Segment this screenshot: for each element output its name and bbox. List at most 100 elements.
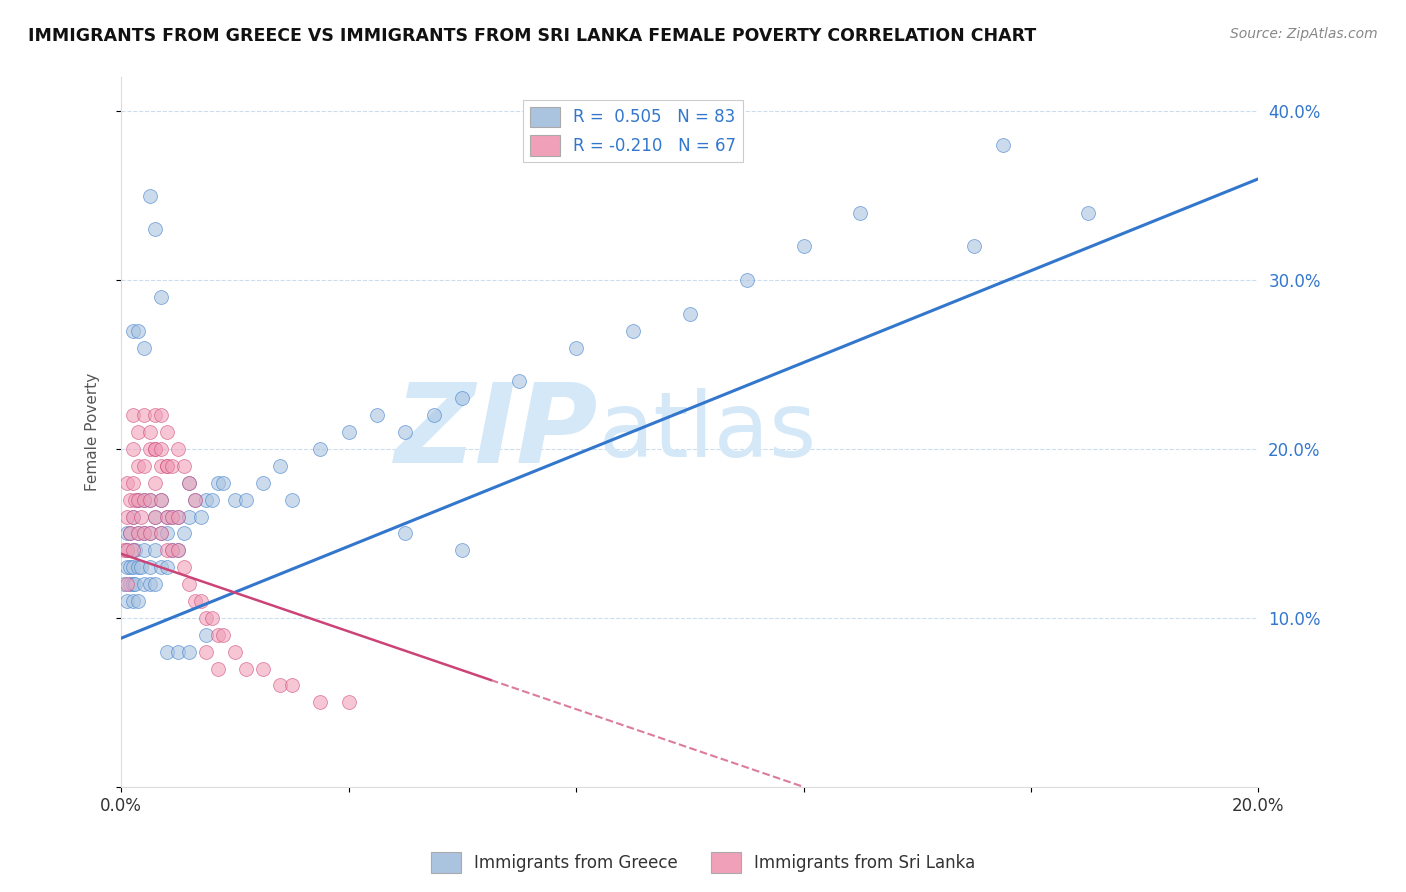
Point [212, 475, 235, 490]
Point [121, 543, 143, 558]
Point [195, 492, 218, 507]
Point [451, 543, 474, 558]
Point [132, 492, 155, 507]
Point [129, 509, 152, 524]
Point [167, 442, 190, 456]
Point [138, 188, 160, 202]
Point [127, 594, 149, 608]
Point [269, 458, 291, 473]
Point [115, 475, 138, 490]
Point [127, 458, 149, 473]
Point [118, 492, 141, 507]
Point [124, 492, 146, 507]
Point [127, 492, 149, 507]
Point [280, 678, 302, 692]
Point [224, 492, 246, 507]
Point [156, 560, 179, 574]
Point [179, 645, 201, 659]
Point [132, 492, 155, 507]
Point [179, 509, 201, 524]
Point [115, 577, 138, 591]
Point [207, 662, 229, 676]
Point [121, 509, 143, 524]
Point [162, 543, 184, 558]
Point [143, 543, 166, 558]
Text: IMMIGRANTS FROM GREECE VS IMMIGRANTS FROM SRI LANKA FEMALE POVERTY CORRELATION C: IMMIGRANTS FROM GREECE VS IMMIGRANTS FRO… [28, 27, 1036, 45]
Point [179, 475, 201, 490]
Point [207, 628, 229, 642]
Point [179, 475, 201, 490]
Point [138, 560, 160, 574]
Point [143, 509, 166, 524]
Point [149, 409, 172, 423]
Point [149, 526, 172, 541]
Point [149, 492, 172, 507]
Point [173, 526, 195, 541]
Text: Source: ZipAtlas.com: Source: ZipAtlas.com [1230, 27, 1378, 41]
Point [1077, 205, 1099, 219]
Point [138, 526, 160, 541]
Point [173, 560, 195, 574]
Point [129, 560, 152, 574]
Point [121, 324, 143, 338]
Point [143, 222, 166, 236]
Point [115, 509, 138, 524]
Point [309, 695, 332, 709]
Point [121, 594, 143, 608]
Point [162, 458, 184, 473]
Point [127, 492, 149, 507]
Point [138, 425, 160, 439]
Point [394, 526, 416, 541]
Point [121, 442, 143, 456]
Point [118, 526, 141, 541]
Point [508, 375, 530, 389]
Point [156, 425, 179, 439]
Point [167, 509, 190, 524]
Point [184, 492, 207, 507]
Point [162, 509, 184, 524]
Point [366, 409, 388, 423]
Point [184, 492, 207, 507]
Point [132, 409, 155, 423]
Point [121, 543, 143, 558]
Point [394, 425, 416, 439]
Legend: R =  0.505   N = 83, R = -0.210   N = 67: R = 0.505 N = 83, R = -0.210 N = 67 [523, 100, 742, 162]
Point [149, 492, 172, 507]
Point [115, 543, 138, 558]
Point [621, 324, 644, 338]
Point [143, 475, 166, 490]
Point [184, 594, 207, 608]
Point [735, 273, 758, 287]
Point [207, 475, 229, 490]
Point [132, 526, 155, 541]
Point [201, 492, 224, 507]
Point [451, 392, 474, 406]
Point [195, 611, 218, 625]
Point [127, 324, 149, 338]
Point [991, 138, 1014, 153]
Point [143, 509, 166, 524]
Point [121, 509, 143, 524]
Point [149, 458, 172, 473]
Point [143, 442, 166, 456]
Point [235, 492, 257, 507]
Point [190, 594, 212, 608]
Point [115, 543, 138, 558]
Point [138, 526, 160, 541]
Point [793, 239, 815, 253]
Point [679, 307, 702, 321]
Point [156, 509, 179, 524]
Point [143, 442, 166, 456]
Point [849, 205, 872, 219]
Point [132, 458, 155, 473]
Point [127, 526, 149, 541]
Point [162, 543, 184, 558]
Point [118, 526, 141, 541]
Point [252, 475, 274, 490]
Point [127, 425, 149, 439]
Point [309, 442, 332, 456]
Point [201, 611, 224, 625]
Point [167, 543, 190, 558]
Point [156, 645, 179, 659]
Point [118, 560, 141, 574]
